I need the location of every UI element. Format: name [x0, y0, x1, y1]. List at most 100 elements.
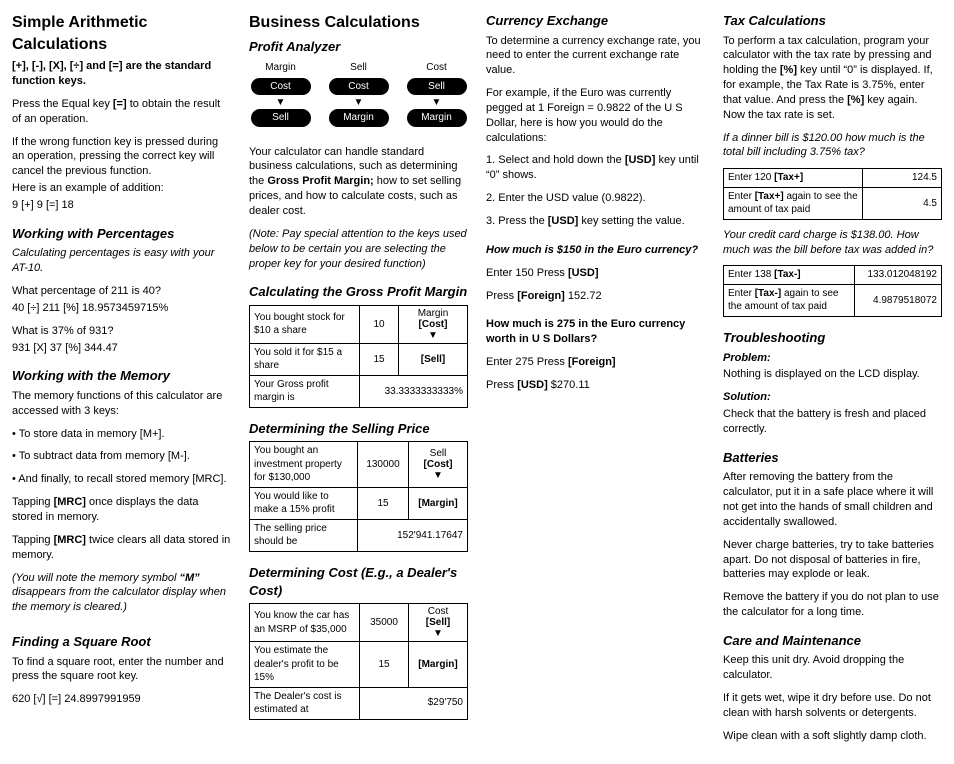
cell: You would like to make a 15% profit: [250, 487, 358, 519]
cell: [Margin]: [409, 487, 468, 519]
t: [%]: [780, 64, 797, 76]
t: Enter 275 Press: [486, 356, 568, 368]
tax-table-1: Enter 120 [Tax+] 124.5 Enter [Tax+] agai…: [723, 168, 942, 220]
cell: Enter 120 [Tax+]: [724, 169, 863, 188]
col-3: Currency Exchange To determine a currenc…: [486, 12, 705, 752]
sp-table: You bought an investment property for $1…: [249, 441, 468, 552]
t: [MRC]: [54, 534, 86, 546]
pa-p1: Your calculator can handle standard busi…: [249, 145, 468, 219]
t: [Cost]: [424, 459, 453, 470]
cell: Cost [Sell] ▼: [409, 604, 468, 642]
intro-equal: Press the Equal key [=] to obtain the re…: [12, 97, 231, 127]
cell: You estimate the dealer's profit to be 1…: [250, 642, 360, 688]
mem-b2: • To subtract data from memory [M-].: [12, 449, 231, 464]
t: Press the Equal key: [12, 98, 113, 110]
tax-q2: Your credit card charge is $138.00. How …: [723, 228, 942, 258]
pct-q1: What percentage of 211 is 40?: [12, 284, 231, 299]
t: Problem:: [723, 352, 771, 364]
bat-p2: Never charge batteries, try to take batt…: [723, 538, 942, 583]
cell: 33.3333333333%: [360, 375, 468, 407]
t: Press: [486, 290, 517, 302]
bat-p1: After removing the battery from the calc…: [723, 470, 942, 529]
ts-problem: Problem:: [723, 351, 942, 366]
mem-b1: • To store data in memory [M+].: [12, 427, 231, 442]
pa-note: (Note: Pay special attention to the keys…: [249, 227, 468, 272]
pct-intro: Calculating percentages is easy with you…: [12, 246, 231, 276]
table-row: You bought an investment property for $1…: [250, 442, 468, 488]
mem-p2: Tapping [MRC] twice clears all data stor…: [12, 533, 231, 563]
arrow-icon: ▼: [433, 628, 443, 639]
cell: 133.012048192: [855, 266, 942, 285]
cell: Your Gross profit margin is: [250, 375, 360, 407]
h1-business: Business Calculations: [249, 12, 468, 34]
t: Margin: [418, 308, 449, 319]
t: [Cost]: [419, 319, 448, 330]
cell: 124.5: [863, 169, 942, 188]
sqrt-p: To find a square root, enter the number …: [12, 655, 231, 685]
t: Enter 120: [728, 172, 774, 183]
cell: Enter [Tax+] again to see the amount of …: [724, 187, 863, 219]
h2-percentages: Working with Percentages: [12, 225, 231, 243]
cm-p3: Wipe clean with a soft slightly damp clo…: [723, 729, 942, 744]
intro-wrong-key: If the wrong function key is pressed dur…: [12, 135, 231, 180]
t: Press: [486, 379, 517, 391]
sqrt-ex: 620 [√] [=] 24.8997991959: [12, 692, 231, 707]
cell: You bought an investment property for $1…: [250, 442, 358, 488]
cell: 15: [358, 487, 409, 519]
h2-sqrt: Finding a Square Root: [12, 633, 231, 651]
h2-profit-analyzer: Profit Analyzer: [249, 38, 468, 56]
cell: 4.9879518072: [855, 284, 942, 316]
cell: You know the car has an MSRP of $35,000: [250, 604, 360, 642]
h2-currency: Currency Exchange: [486, 12, 705, 30]
t: [=]: [113, 98, 127, 110]
ce-b2: Press [USD] $270.11: [486, 378, 705, 393]
table-row: Enter [Tax-] again to see the amount of …: [724, 284, 942, 316]
table-row: Enter 138 [Tax-] 133.012048192: [724, 266, 942, 285]
cell: [Sell]: [399, 343, 468, 375]
ce-b1: Enter 275 Press [Foreign]: [486, 355, 705, 370]
h2-batteries: Batteries: [723, 449, 942, 467]
h2-dealer-cost: Determining Cost (E.g., a Dealer's Cost): [249, 564, 468, 599]
ce-a2: Press [Foreign] 152.72: [486, 289, 705, 304]
t: [USD]: [568, 267, 599, 279]
table-row: The selling price should be 152'941.1764…: [250, 519, 468, 551]
bat-p3: Remove the battery if you do not plan to…: [723, 590, 942, 620]
arrow-icon: ▼: [354, 99, 364, 107]
cell: $29'750: [360, 687, 468, 719]
col-4: Tax Calculations To perform a tax calcul…: [723, 12, 942, 752]
t: Solution:: [723, 391, 771, 403]
tax-p1: To perform a tax calculation, program yo…: [723, 34, 942, 123]
intro-keys: [+], [-], [X], [÷] and [=] are the stand…: [12, 59, 231, 89]
table-row: Enter 120 [Tax+] 124.5: [724, 169, 942, 188]
h1-simple-arithmetic: Simple Arithmetic Calculations: [12, 12, 231, 55]
ts-solution: Solution:: [723, 390, 942, 405]
ts-solution-text: Check that the battery is fresh and plac…: [723, 407, 942, 437]
t: Tapping: [12, 496, 54, 508]
pa-top-1: Cost: [329, 78, 389, 96]
cm-p2: If it gets wet, wipe it dry before use. …: [723, 691, 942, 721]
t: [MRC]: [54, 496, 86, 508]
cell: The selling price should be: [250, 519, 358, 551]
t: [USD]: [625, 154, 656, 166]
ce-p1: To determine a currency exchange rate, y…: [486, 34, 705, 79]
tax-q1: If a dinner bill is $120.00 how much is …: [723, 131, 942, 161]
t: (You will note the memory symbol: [12, 572, 180, 584]
table-row: You bought stock for $10 a share 10 Marg…: [250, 305, 468, 343]
cell: Enter 138 [Tax-]: [724, 266, 855, 285]
cell: 152'941.17647: [358, 519, 468, 551]
t: [Margin]: [418, 659, 457, 670]
t: Sell: [430, 448, 447, 459]
table-row: Enter [Tax+] again to see the amount of …: [724, 187, 942, 219]
arrow-icon: ▼: [428, 330, 438, 341]
pct-a1: 40 [÷] 211 [%] 18.9573459715%: [12, 301, 231, 316]
arrow-icon: ▼: [432, 99, 442, 107]
t: Enter 150 Press: [486, 267, 568, 279]
t: [Foreign]: [568, 356, 616, 368]
intro-example: 9 [+] 9 [=] 18: [12, 198, 231, 213]
h2-care: Care and Maintenance: [723, 632, 942, 650]
arrow-icon: ▼: [433, 470, 443, 481]
pa-top-2: Sell: [407, 78, 467, 96]
t: $270.11: [548, 379, 590, 391]
cell: The Dealer's cost is estimated at: [250, 687, 360, 719]
ce-s2: 2. Enter the USD value (0.9822).: [486, 191, 705, 206]
